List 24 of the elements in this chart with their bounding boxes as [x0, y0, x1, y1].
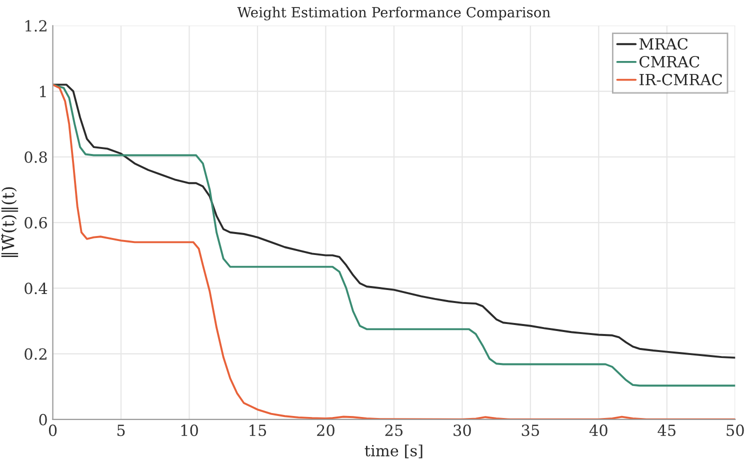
- legend-label: MRAC: [639, 38, 688, 50]
- y-tick-label: 1: [40, 86, 46, 98]
- x-axis-title: time [s]: [364, 444, 422, 458]
- x-tick-label: 5: [117, 424, 125, 436]
- legend-label: IR-CMRAC: [640, 74, 722, 86]
- x-tick-label: 50: [726, 424, 744, 436]
- x-tick-label: 15: [250, 424, 266, 436]
- y-tick-label: 0: [39, 414, 47, 426]
- x-tick-label: 40: [589, 424, 608, 436]
- x-tick-label: 10: [181, 424, 198, 436]
- y-tick-label: 0.8: [24, 151, 47, 163]
- y-tick-label: 0.6: [24, 216, 47, 229]
- x-tick-label: 35: [522, 424, 539, 436]
- legend-label: CMRAC: [640, 56, 700, 68]
- x-tick-label: 45: [658, 424, 676, 436]
- x-tick-label: 20: [317, 424, 334, 436]
- chart-title: Weight Estimation Performance Comparison: [237, 6, 550, 20]
- y-tick-label: 0.2: [24, 348, 46, 360]
- y-tick-label: 1.2: [25, 20, 46, 32]
- x-tick-label: 25: [385, 424, 403, 436]
- y-axis-title: ‖W̃(t)‖(t): [1, 187, 18, 257]
- x-tick-label: 0: [48, 424, 57, 436]
- x-tick-label: 30: [454, 424, 471, 436]
- y-tick-label: 0.4: [24, 282, 48, 294]
